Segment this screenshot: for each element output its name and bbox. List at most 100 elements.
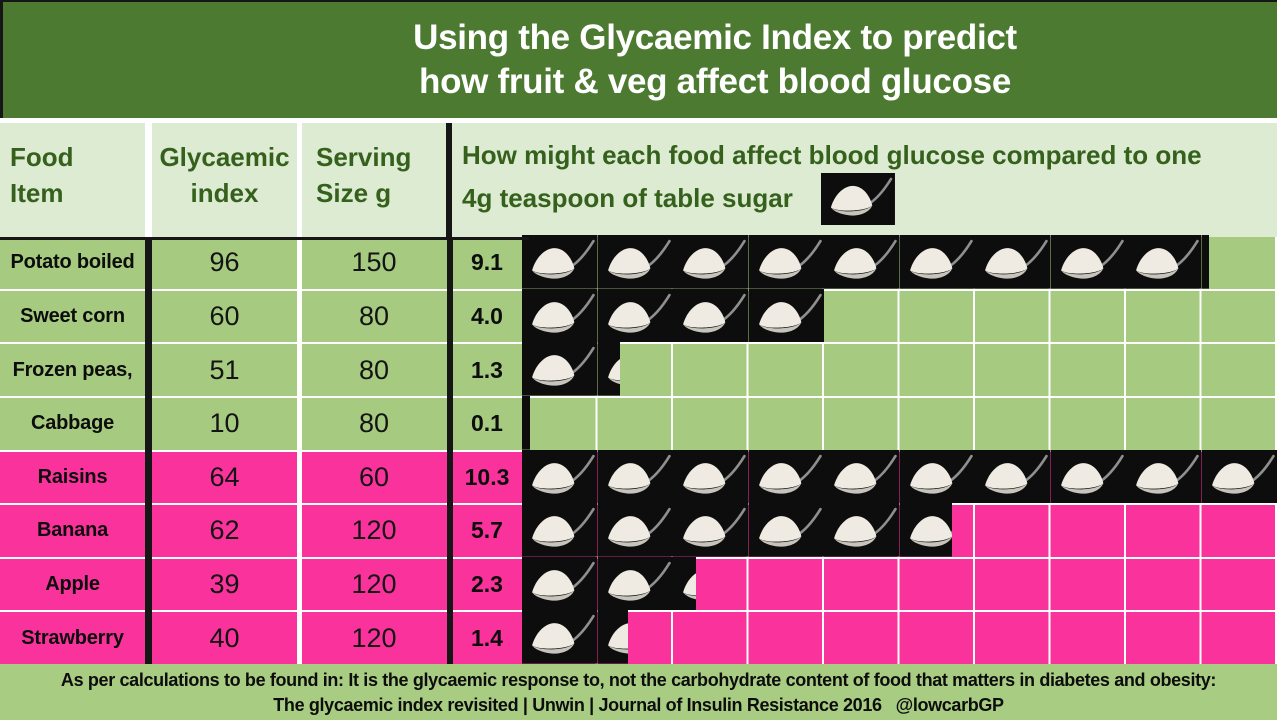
food-item-cell: Strawberry [21,626,124,649]
sugar-spoon-icon [597,288,673,343]
sugar-spoon-icon [1126,449,1202,504]
sugar-spoon-icon [1201,449,1277,504]
sugar-spoon-icon [748,235,824,289]
food-item-cell: Raisins [37,465,108,488]
sugar-spoon-icon [522,449,598,504]
sugar-spoon-icon [673,288,749,343]
serving-size-cell: 80 [358,408,390,439]
glycaemic-index-cell: 51 [209,354,240,385]
food-item-cell: Sweet corn [20,304,125,327]
title-banner: Using the Glycaemic Index to predict how… [0,0,1277,118]
sugar-spoon-icon [522,556,598,611]
sugar-spoon-icon [522,503,598,557]
sugar-spoon-icon [1050,235,1126,289]
sugar-spoon-icon [597,449,673,504]
teaspoon-pictogram-strip [522,449,1277,504]
sugar-spoon-icon [597,342,621,396]
spoon-band [522,395,1277,450]
sugar-spoon-icon [673,235,749,289]
sugar-spoon-icon [824,235,900,289]
table-body: Potato boiled 96 150 9.1 Sweet corn 60 80 4.0 Fr… [0,235,1277,664]
table-row: Apple 39 120 2.3 [0,556,1277,611]
table-row: Cabbage 10 80 0.1 [0,395,1277,450]
spoon-band [522,610,1277,664]
header-gap [145,123,152,237]
sugar-spoon-icon [824,449,900,504]
serving-size-cell: 150 [351,247,397,278]
sugar-spoon-icon [673,503,749,557]
column-header-row: Food Item Glycaemic index Serving Size g… [0,123,1277,237]
food-item-cell: Potato boiled [10,251,135,274]
serving-size-cell: 80 [358,300,390,331]
sugar-spoon-icon [597,235,673,289]
sugar-spoon-icon [899,503,953,557]
table-row: Frozen peas, 51 80 1.3 [0,342,1277,396]
sugar-spoon-icon [522,235,598,289]
sugar-spoon-icon [1050,449,1126,504]
column-header-serving-size: Serving Size g [302,123,446,237]
black-top-border [0,237,529,240]
teaspoon-pictogram-strip [522,342,1277,396]
table-row: Banana 62 120 5.7 [0,503,1277,557]
food-item-cell: Cabbage [30,412,115,435]
teaspoon-equivalent-cell: 4.0 [471,302,503,329]
glycaemic-index-cell: 96 [209,247,240,278]
sugar-spoon-icon [899,235,975,289]
table-row: Strawberry 40 120 1.4 [0,610,1277,664]
teaspoon-pictogram-strip [522,395,1277,450]
sugar-spoon-icon [673,556,696,611]
title-line-2: how fruit & veg affect blood glucose [418,62,1011,101]
teaspoon-equivalent-cell: 9.1 [471,249,503,276]
spoon-band [522,449,1277,504]
teaspoon-equivalent-cell: 1.3 [471,356,503,383]
black-column-divider [447,237,453,664]
column-header-food-item: Food Item [0,123,145,237]
sugar-spoon-icon [748,503,824,557]
table-row: Sweet corn 60 80 4.0 [0,288,1277,343]
teaspoon-pictogram-strip [522,503,1277,557]
teaspoon-pictogram-strip [522,556,1277,611]
teaspoon-equivalent-cell: 10.3 [464,463,510,490]
glycaemic-index-cell: 62 [209,515,240,546]
serving-size-cell: 60 [358,461,390,492]
sugar-spoon-icon [673,449,749,504]
teaspoon-equivalent-cell: 5.7 [471,517,503,544]
glycaemic-index-cell: 64 [209,461,240,492]
glycaemic-index-cell: 60 [209,300,240,331]
footer-line-2: The glycaemic index revisited | Unwin | … [273,695,1004,715]
footer-line-1: As per calculations to be found in: It i… [60,670,1217,690]
spoon-band [522,556,1277,611]
serving-size-cell: 120 [351,515,397,546]
serving-size-cell: 120 [351,569,397,600]
title-line-1: Using the Glycaemic Index to predict [413,18,1017,57]
sugar-spoon-icon [899,449,975,504]
glycaemic-index-cell: 39 [209,569,240,600]
spoon-band [522,235,1277,289]
sugar-spoon-icon [522,610,598,664]
teaspoon-pictogram-strip [522,235,1277,289]
column-header-glycaemic-index: Glycaemic index [152,123,297,237]
sugar-spoon-icon [597,610,628,664]
sugar-spoon-icon [748,288,824,343]
food-item-cell: Frozen peas, [12,358,133,381]
food-item-cell: Banana [36,519,109,542]
sugar-spoon-icon [975,235,1051,289]
food-item-cell: Apple [45,573,100,596]
black-column-divider [446,123,452,237]
teaspoon-equivalent-cell: 1.4 [471,624,503,651]
teaspoon-pictogram-strip [522,610,1277,664]
white-column-divider [297,237,302,664]
table-row: Raisins 64 60 10.3 [0,449,1277,504]
sugar-spoon-icon [522,395,530,450]
sugar-spoon-icon [824,503,900,557]
sugar-spoon-icon [748,449,824,504]
sugar-spoon-icon [1201,235,1210,289]
serving-size-cell: 80 [358,354,390,385]
serving-size-cell: 120 [351,622,397,653]
sugar-spoon-icon [597,503,673,557]
sugar-spoon-icon [522,288,598,343]
sugar-spoon-icon [522,342,598,396]
source-footer: As per calculations to be found in: It i… [0,664,1277,720]
column-header-comparison: How might each food affect blood glucose… [452,123,1277,237]
teaspoon-pictogram-strip [522,288,1277,343]
